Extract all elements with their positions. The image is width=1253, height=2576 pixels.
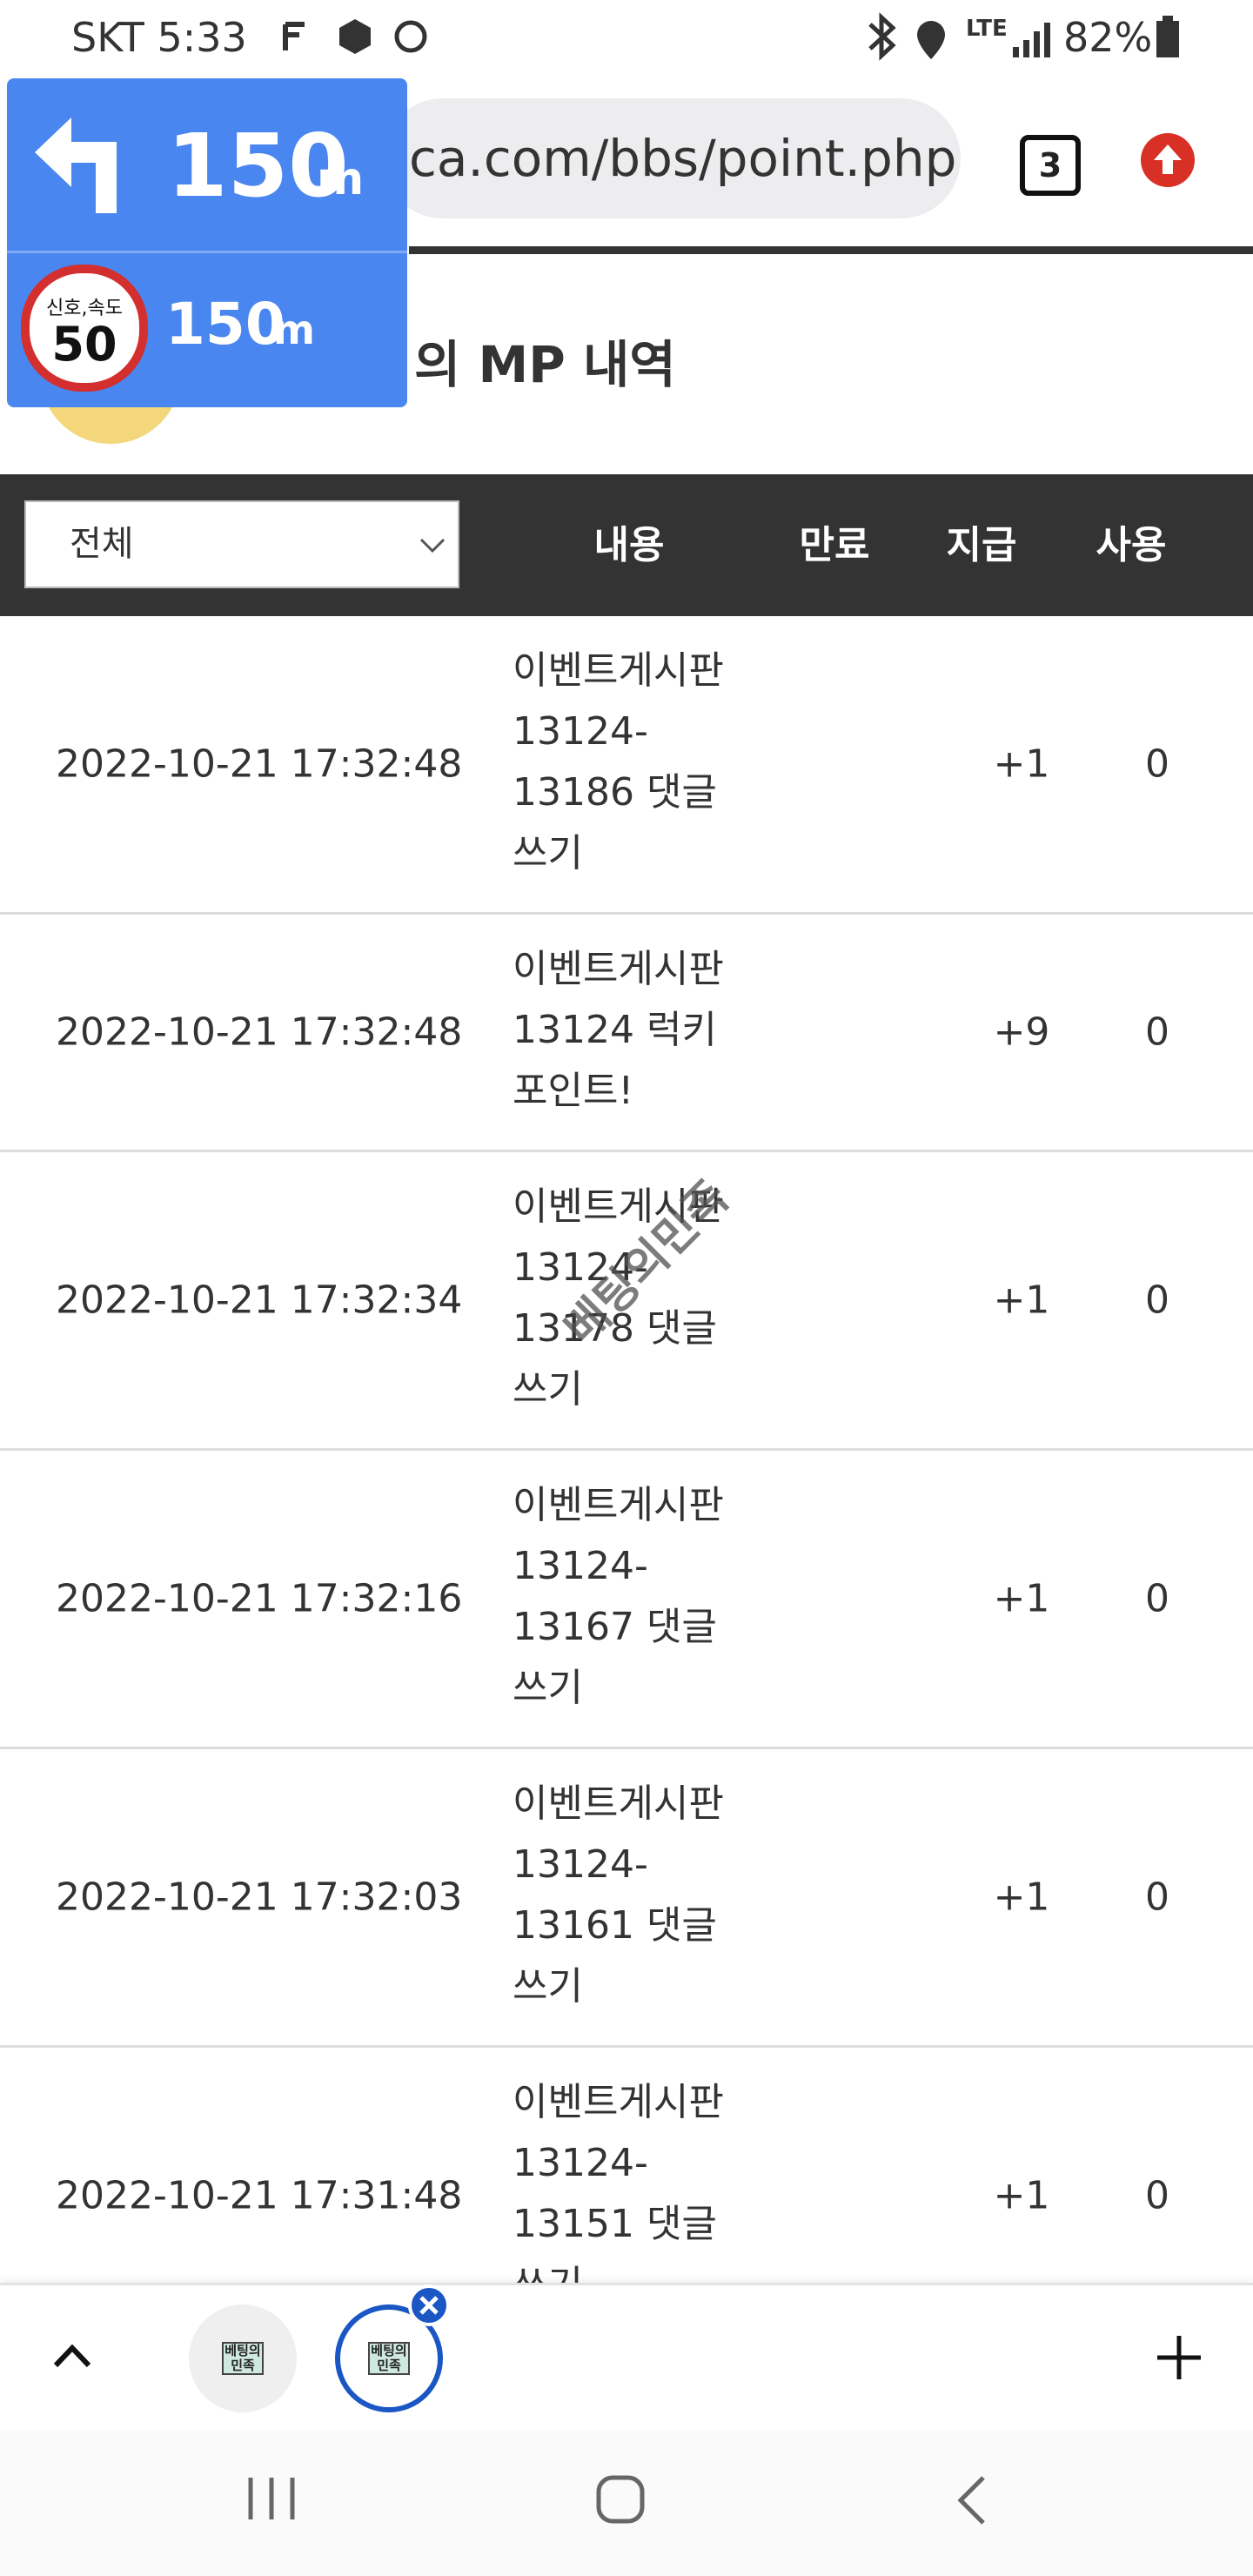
turn-arrow	[35, 117, 117, 213]
tab-label: 베팅의 민족	[222, 2342, 264, 2375]
column-header: 지급	[946, 523, 1017, 567]
url-field[interactable]: ca.com/bbs/point.php	[383, 98, 961, 218]
content-line: 13161 댓글	[513, 1903, 717, 1948]
paid: +1	[993, 1278, 1050, 1323]
paid: +1	[993, 1576, 1050, 1621]
battery-icon	[1156, 16, 1179, 57]
navigation-overlay: 150 m 신호,속도 50 150 m	[7, 78, 407, 407]
status-icons	[283, 19, 427, 54]
used: 0	[1145, 1576, 1169, 1621]
column-header: 만료	[799, 523, 870, 567]
back-button[interactable]	[954, 2474, 988, 2526]
divider	[409, 246, 1253, 254]
content-line: 13124-	[513, 1842, 648, 1887]
tab-label: 베팅의 민족	[368, 2342, 410, 2375]
paid: +1	[993, 741, 1050, 787]
column-header: 내용	[593, 523, 665, 567]
status-bar: SKT 5:33 LTE 82%	[0, 0, 1253, 78]
close-tab[interactable]	[407, 2284, 451, 2327]
column-header: 사용	[1096, 523, 1167, 567]
battery: 82%	[1063, 14, 1153, 61]
content-line: 이벤트게시판	[513, 648, 724, 693]
table-row: 2022-10-21 17:31:48 이벤트게시판 13124- 13151 댓글쓰…	[0, 2048, 1253, 2283]
date: 2022-10-21 17:32:16	[56, 1576, 463, 1621]
dropdown-arrow	[419, 538, 446, 553]
content-line: 쓰기	[513, 1964, 583, 2009]
speed-limit: 50	[51, 317, 117, 372]
content-line: 13167 댓글	[513, 1605, 717, 1649]
distance: 150	[167, 115, 349, 217]
sign-label: 신호,속도	[46, 298, 123, 319]
used: 0	[1145, 2173, 1169, 2218]
content-line: 13186 댓글	[513, 770, 717, 815]
date: 2022-10-21 17:32:48	[56, 1010, 463, 1055]
next-distance: 150	[165, 291, 285, 358]
table-header: 전체 내용 만료 지급 사용	[0, 474, 1253, 616]
content-line: 이벤트게시판	[513, 2080, 724, 2124]
next-unit: m	[273, 306, 315, 353]
content-line: 13178 댓글	[513, 1306, 717, 1351]
separator	[7, 251, 407, 253]
used: 0	[1145, 1278, 1169, 1323]
content-line: 쓰기	[513, 1367, 583, 1412]
date: 2022-10-21 17:32:34	[56, 1278, 463, 1323]
date: 2022-10-21 17:32:03	[56, 1875, 463, 1920]
carrier-time: SKT 5:33	[71, 14, 247, 61]
used: 0	[1145, 741, 1169, 787]
paid: +1	[993, 2173, 1050, 2218]
signal	[1013, 23, 1050, 57]
tab-bar: 베팅의 민족 베팅의 민족	[0, 2283, 1253, 2431]
content-line: 쓰기	[513, 831, 583, 875]
content-line: 이벤트게시판	[513, 1184, 724, 1229]
paid: +9	[993, 1010, 1050, 1055]
content-line: 13124 럭키	[513, 1008, 717, 1052]
content-line: 이벤트게시판	[513, 1483, 724, 1527]
network: LTE	[966, 16, 1008, 42]
tab-count[interactable]: 3	[1020, 135, 1081, 196]
content-line: 13124-	[513, 1544, 648, 1588]
tab[interactable]: 베팅의 민족	[189, 2304, 297, 2412]
content-line: 이벤트게시판	[513, 947, 724, 991]
content-line: 쓰기	[513, 2255, 1253, 2283]
tab-active[interactable]: 베팅의 민족	[335, 2304, 443, 2412]
date: 2022-10-21 17:31:48	[56, 2173, 463, 2218]
content-line: 13124-	[513, 1245, 648, 1290]
paid: +1	[993, 1875, 1050, 1920]
content-line: 쓰기	[513, 1666, 583, 1710]
content-line: 포인트!	[513, 1069, 634, 1113]
content-line: 13151 댓글	[513, 2202, 717, 2246]
date: 2022-10-21 17:32:48	[56, 741, 463, 787]
home-button[interactable]	[595, 2474, 647, 2526]
distance-unit: m	[317, 153, 365, 205]
page-title: 의 MP 내역	[414, 335, 676, 394]
speed-sign: 신호,속도 50	[21, 265, 148, 392]
filter-value: 전체	[70, 524, 134, 564]
status-icons-right	[868, 12, 945, 61]
content-line: 13124-	[513, 709, 648, 754]
filter-select[interactable]: 전체	[24, 500, 459, 588]
content-line: 13124-	[513, 2141, 648, 2185]
new-tab[interactable]	[1156, 2334, 1203, 2381]
used: 0	[1145, 1010, 1169, 1055]
used: 0	[1145, 1875, 1169, 1920]
recents-button[interactable]	[244, 2474, 299, 2523]
expand-button[interactable]	[52, 2338, 92, 2372]
update-button[interactable]	[1140, 132, 1196, 188]
system-nav	[0, 2431, 1253, 2576]
content-line: 이벤트게시판	[513, 1781, 724, 1826]
